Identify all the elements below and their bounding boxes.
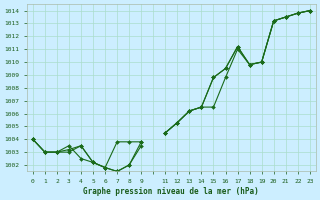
X-axis label: Graphe pression niveau de la mer (hPa): Graphe pression niveau de la mer (hPa)	[84, 187, 259, 196]
